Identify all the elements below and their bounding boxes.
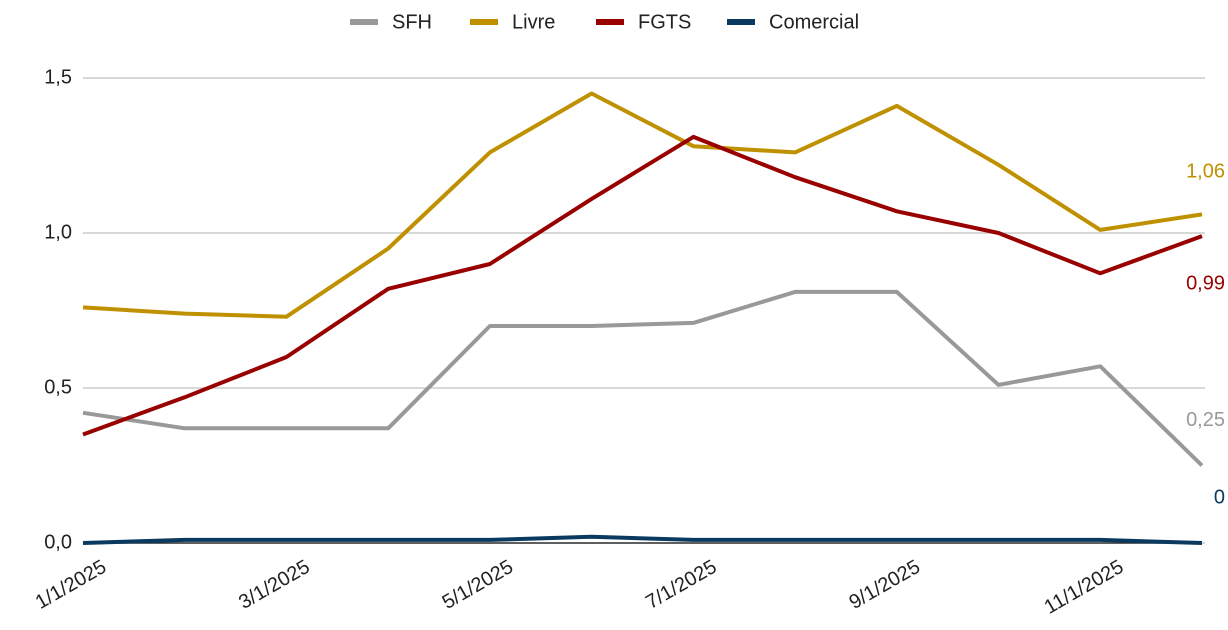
series-line (82, 289, 1204, 467)
y-tick-label: 0,0 (44, 531, 72, 553)
legend-swatch (470, 19, 498, 25)
x-tick-label: 5/1/2025 (439, 556, 517, 614)
legend-label: FGTS (638, 11, 691, 33)
data-label: 1,06 (1186, 161, 1225, 183)
y-tick-label: 1,5 (44, 66, 72, 88)
y-tick-label: 1,0 (44, 221, 72, 243)
x-tick-label: 3/1/2025 (235, 556, 313, 614)
y-tick-label: 0,5 (44, 376, 72, 398)
legend-label: Comercial (769, 11, 859, 33)
legend-label: Livre (512, 11, 555, 33)
series-line (82, 134, 1203, 437)
x-tick-label: 1/1/2025 (32, 556, 110, 614)
legend-label: SFH (392, 11, 432, 33)
x-tick-label: 7/1/2025 (642, 556, 720, 614)
data-label: 0,25 (1186, 409, 1225, 431)
series-line (82, 91, 1203, 319)
legend-swatch (727, 19, 755, 25)
data-label: 0,99 (1186, 272, 1225, 294)
data-label: 0 (1214, 486, 1225, 508)
legend-swatch (596, 19, 624, 25)
series-line (82, 534, 1203, 545)
x-tick-label: 11/1/2025 (1041, 556, 1128, 619)
legend-swatch (350, 19, 378, 25)
x-tick-label: 9/1/2025 (846, 556, 924, 614)
